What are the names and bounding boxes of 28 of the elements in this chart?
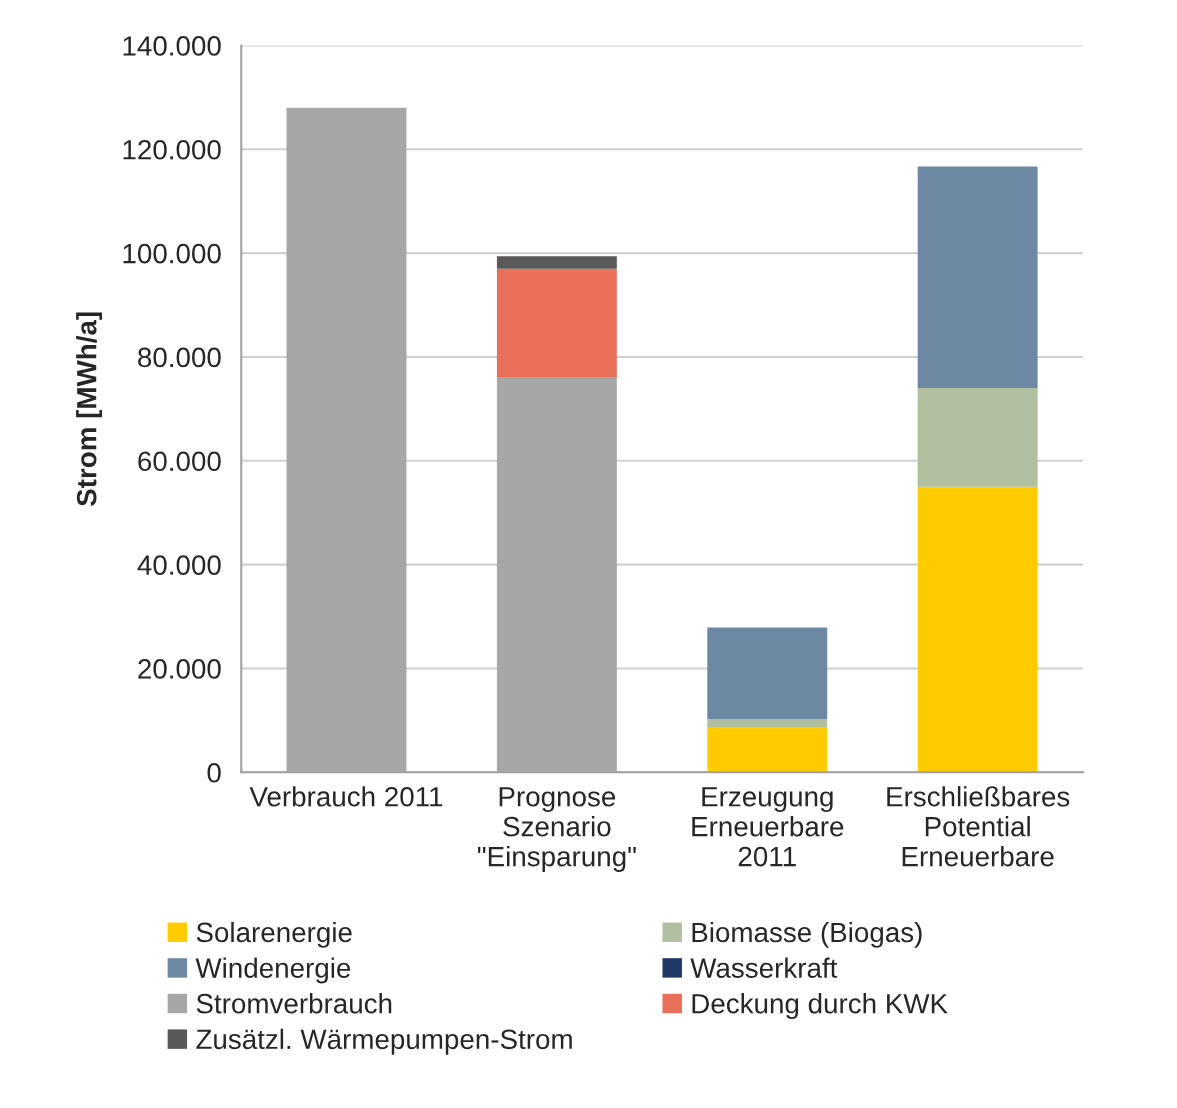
legend-label: Solarenergie — [196, 921, 352, 948]
bar — [707, 719, 828, 728]
y-tick-label: 40.000 — [137, 555, 221, 575]
legend-label: Biomasse (Biogas) — [692, 921, 922, 948]
y-tick-label: 20.000 — [138, 659, 221, 679]
bar — [917, 486, 1038, 773]
y-tick-label: 0 — [207, 762, 221, 783]
y-tick-label: 120.000 — [123, 139, 221, 160]
legend-label: Stromverbrauch — [196, 993, 392, 1014]
bar — [917, 166, 1038, 389]
x-tick-label: Erschließbares Potential Erneuerbare — [887, 786, 1070, 867]
bar — [707, 727, 828, 773]
legend-label: Deckung durch KWK — [692, 993, 948, 1020]
x-tick-label: Verbrauch 2011 — [249, 786, 443, 807]
y-axis-title: Strom [MWh/a] — [76, 312, 102, 507]
y-tick-label: 140.000 — [123, 36, 221, 56]
bar — [707, 627, 828, 720]
x-tick-label: Erzeugung Erneuerbare 2011 — [692, 787, 844, 867]
legend-label: Windenergie — [195, 957, 351, 984]
y-tick-label: 100.000 — [123, 243, 221, 264]
bar — [496, 268, 617, 378]
bar — [917, 388, 1038, 487]
y-tick-label: 60.000 — [138, 451, 221, 472]
bar — [496, 256, 617, 269]
legend-label: Zusätzl. Wärmepumpen-Strom — [196, 1028, 572, 1055]
x-tick-label: Prognose Szenario "Einsparung" — [477, 787, 636, 872]
y-tick-label: 80.000 — [138, 347, 221, 368]
legend-label: Wasserkraft — [690, 957, 838, 978]
